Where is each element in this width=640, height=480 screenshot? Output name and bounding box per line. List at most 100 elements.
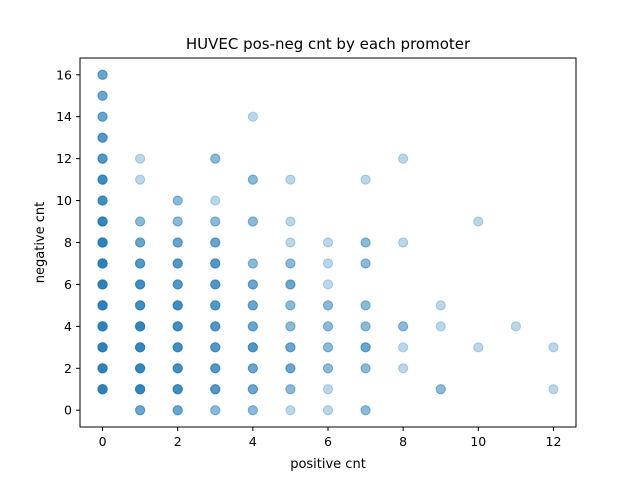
- data-point: [135, 321, 146, 332]
- data-point: [398, 237, 409, 248]
- data-point: [285, 258, 296, 269]
- data-point: [97, 384, 108, 395]
- data-point: [285, 174, 296, 185]
- data-point: [97, 300, 108, 311]
- data-point: [97, 237, 108, 248]
- data-point: [97, 342, 108, 353]
- data-point: [97, 90, 108, 101]
- data-point: [172, 405, 183, 416]
- data-point: [97, 279, 108, 290]
- data-point: [210, 300, 221, 311]
- data-point: [285, 216, 296, 227]
- data-point: [97, 363, 108, 374]
- data-point: [97, 258, 108, 269]
- data-point: [210, 384, 221, 395]
- data-point: [97, 300, 108, 311]
- data-point: [247, 321, 258, 332]
- data-point: [210, 405, 221, 416]
- data-point: [135, 363, 146, 374]
- data-point: [135, 342, 146, 353]
- data-point: [247, 342, 258, 353]
- data-point: [135, 321, 146, 332]
- data-point: [97, 342, 108, 353]
- data-point: [247, 405, 258, 416]
- data-point: [210, 153, 221, 164]
- data-points: [97, 69, 559, 416]
- data-point: [135, 300, 146, 311]
- data-point: [97, 300, 108, 311]
- data-point: [210, 237, 221, 248]
- data-point: [135, 300, 146, 311]
- data-point: [135, 384, 146, 395]
- data-point: [97, 363, 108, 374]
- data-point: [97, 363, 108, 374]
- y-tick-label: 10: [56, 193, 72, 208]
- data-point: [97, 258, 108, 269]
- data-point: [285, 237, 296, 248]
- data-point: [285, 321, 296, 332]
- data-point: [97, 300, 108, 311]
- data-point: [172, 342, 183, 353]
- data-point: [172, 342, 183, 353]
- data-point: [322, 342, 334, 353]
- data-point: [135, 342, 146, 353]
- data-point: [97, 237, 108, 248]
- data-point: [322, 258, 334, 269]
- data-point: [210, 237, 221, 248]
- data-point: [97, 237, 108, 248]
- data-point: [210, 321, 221, 332]
- data-point: [97, 342, 108, 353]
- data-point: [97, 153, 108, 164]
- data-point: [322, 405, 334, 416]
- data-point: [172, 321, 183, 332]
- data-point: [360, 300, 371, 311]
- data-point: [322, 300, 334, 311]
- data-point: [285, 300, 296, 311]
- x-tick-label: 4: [249, 434, 257, 449]
- data-point: [135, 153, 146, 164]
- data-point: [285, 342, 296, 353]
- data-point: [97, 384, 108, 395]
- data-point: [210, 363, 221, 374]
- data-point: [135, 405, 146, 416]
- data-point: [135, 384, 146, 395]
- data-point: [210, 279, 221, 290]
- data-point: [210, 258, 221, 269]
- data-point: [247, 405, 258, 416]
- data-point: [210, 342, 221, 353]
- y-tick-label: 4: [64, 319, 72, 334]
- y-tick-label: 0: [64, 403, 72, 418]
- data-point: [97, 69, 108, 80]
- data-point: [548, 342, 559, 353]
- data-point: [97, 153, 108, 164]
- data-point: [360, 258, 371, 269]
- data-point: [135, 363, 146, 374]
- data-point: [97, 321, 108, 332]
- data-point: [135, 405, 146, 416]
- data-point: [210, 405, 221, 416]
- data-point: [322, 237, 334, 248]
- data-point: [210, 321, 221, 332]
- data-point: [97, 258, 108, 269]
- data-point: [135, 279, 146, 290]
- data-point: [360, 321, 371, 332]
- data-point: [322, 363, 334, 374]
- data-point: [172, 363, 183, 374]
- data-point: [322, 321, 334, 332]
- data-point: [97, 111, 108, 122]
- data-point: [97, 195, 108, 206]
- data-point: [210, 300, 221, 311]
- data-point: [548, 384, 559, 395]
- data-point: [97, 258, 108, 269]
- data-point: [97, 174, 108, 185]
- data-point: [135, 216, 146, 227]
- data-point: [210, 258, 221, 269]
- data-point: [285, 321, 296, 332]
- data-point: [247, 111, 258, 122]
- data-point: [97, 174, 108, 185]
- data-point: [398, 342, 409, 353]
- data-point: [210, 363, 221, 374]
- data-point: [435, 384, 446, 395]
